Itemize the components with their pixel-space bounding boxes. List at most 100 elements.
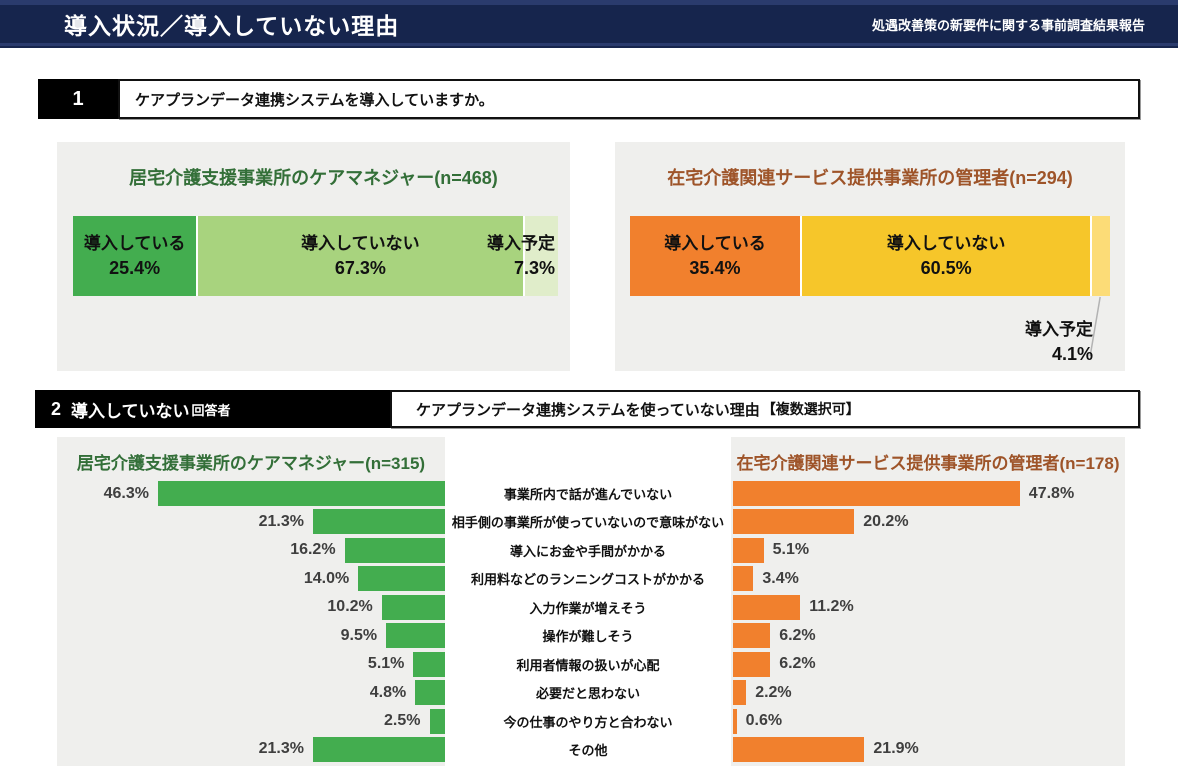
question2-respondent-suffix: 回答者 [191,402,231,418]
bar [733,537,764,563]
bar-segment-2: 導入していない 67.3% [196,216,523,296]
bar-row: 4.8% [57,680,445,706]
bar [733,594,801,620]
category-label: 操作が難しそう [542,629,634,645]
value-label: 21.9% [873,740,919,758]
segment-value: 60.5% [920,257,972,278]
segment-label: 導入している [83,233,186,253]
category-label: 利用料などのランニングコストがかかる [470,572,705,588]
chart-title: 在宅介護関連サービス提供事業所の管理者(n=294) [667,168,1073,188]
segment-label-callout: 導入予定 4.1% [1025,318,1093,366]
value-label: 11.2% [809,598,854,616]
bar [733,708,737,734]
bar-row: 3.4% [731,566,1125,592]
segment-label: 導入している [664,233,766,253]
value-label: 16.2% [290,541,336,559]
q2-chart-manager-panel: 在宅介護関連サービス提供事業所の管理者(n=178) 47.8% 20.2% 5.1%… [731,437,1125,766]
value-label: 21.3% [258,512,304,530]
bar-row: 6.2% [731,623,1125,649]
bar-row: 21.3% [57,736,445,762]
bar [358,566,445,592]
bar [733,566,754,592]
value-label: 0.6% [745,712,783,729]
bar-rows-left: 46.3% 21.3% 16.2% 14.0% 10.2% 9.5% 5.1% 4.8% 2.5… [57,481,445,762]
value-label: 9.5% [340,626,378,644]
category-label: 相手側の事業所が使っていないので意味がない [451,515,725,531]
bar-rows-right: 47.8% 20.2% 5.1% 3.4% 11.2% 6.2% 6.2% 2.2% 0.6% 2… [731,481,1125,762]
question2-number-badge: 2 導入していない 回答者 [35,390,390,428]
category-label: その他 [568,742,608,758]
q2-category-label-column: 事業所内で話が進んでいない相手側の事業所が使っていないので意味がない 導入にお金や… [445,437,731,766]
chart-title: 在宅介護関連サービス提供事業所の管理者(n=178) [736,454,1120,473]
bar [381,594,445,620]
value-label: 2.2% [755,683,792,701]
category-label: 利用者情報の扱いが心配 [516,657,660,673]
bar [157,481,445,506]
segment-value: 35.4% [689,257,741,278]
bar [413,651,445,677]
question2-note: 【複数選択可】 [761,401,860,417]
bar [733,736,865,762]
bar [344,537,445,563]
question2-text-box: ケアプランデータ連携システムを使っていない理由 【複数選択可】 [390,390,1140,428]
bar-row: 5.1% [57,651,445,677]
bar-segment-1: 導入している 25.4% [73,216,197,296]
bar [386,623,445,649]
bar [733,509,855,535]
bar-row: 47.8% [731,481,1125,506]
bar-row: 21.3% [57,509,445,535]
value-label: 5.1% [367,655,405,673]
bar-row: 11.2% [731,594,1125,620]
segment-label: 導入していない [886,233,1006,253]
segment-label: 導入予定 [487,233,555,253]
bar-row: 2.5% [57,708,445,734]
bar [733,481,1020,506]
value-label: 4.8% [369,683,407,701]
question2-respondent-label: 導入していない [71,401,190,421]
segment-value: 7.3% [513,257,555,278]
bar-row: 16.2% [57,537,445,563]
category-label: 必要だと思わない [535,686,640,702]
bar-segment-3 [1090,216,1110,296]
bar-row: 5.1% [731,537,1125,563]
bar [429,708,445,734]
category-label: 事業所内で話が進んでいない [503,487,673,502]
segment-value: 25.4% [109,257,161,278]
page-title: 導入状況／導入していない理由 [64,13,400,39]
bar-segment-2: 導入していない 60.5% [799,216,1091,296]
segment-value: 4.1% [1051,343,1093,364]
question1-text-box: ケアプランデータ連携システムを導入していますか。 [118,79,1140,119]
bar-row: 6.2% [731,651,1125,677]
value-label: 20.2% [863,512,909,530]
segment-label-callout: 導入予定 7.3% [487,232,555,280]
stacked-bar: 導入している 35.4% 導入していない 60.5% [630,216,1110,296]
value-label: 46.3% [103,484,149,502]
bar-row: 10.2% [57,594,445,620]
bar-segment-3 [522,216,558,296]
value-label: 5.1% [772,541,810,559]
segment-value: 67.3% [334,257,386,278]
category-label: 導入にお金や手間がかかる [509,543,666,559]
value-label: 2.5% [384,712,421,729]
segment-label: 導入予定 [1025,320,1093,339]
question1-number-badge: 1 [38,79,118,119]
question1-text: ケアプランデータ連携システムを導入していますか。 [135,91,494,109]
question2-text: ケアプランデータ連携システムを使っていない理由 [416,401,760,419]
value-label: 3.4% [762,569,799,587]
bar [312,509,445,535]
chart-title: 居宅介護支援事業所のケアマネジャー(n=468) [129,168,498,188]
q2-chart-caremanager-panel: 居宅介護支援事業所のケアマネジャー(n=315) 46.3% 21.3% 16.2% 1… [57,437,445,766]
bar [733,680,747,706]
category-labels: 事業所内で話が進んでいない相手側の事業所が使っていないので意味がない 導入にお金や… [445,481,731,762]
value-label: 6.2% [779,626,816,644]
chart-title: 居宅介護支援事業所のケアマネジャー(n=315) [76,454,426,473]
page-header: 導入状況／導入していない理由 処遇改善策の新要件に関する事前調査結果報告 [0,0,1178,48]
value-label: 14.0% [303,569,350,587]
stacked-bar: 導入している 25.4% 導入していない 67.3% 導入予定 7.3% [73,216,558,296]
question2-number: 2 [51,398,62,419]
q1-chart-manager-panel: 在宅介護関連サービス提供事業所の管理者(n=294) 導入している 35.4% 導入し… [615,142,1125,371]
category-label: 入力作業が増えそう [529,600,647,616]
segment-label: 導入していない [301,233,420,253]
bar-row: 46.3% [57,481,445,506]
value-label: 6.2% [779,655,816,673]
